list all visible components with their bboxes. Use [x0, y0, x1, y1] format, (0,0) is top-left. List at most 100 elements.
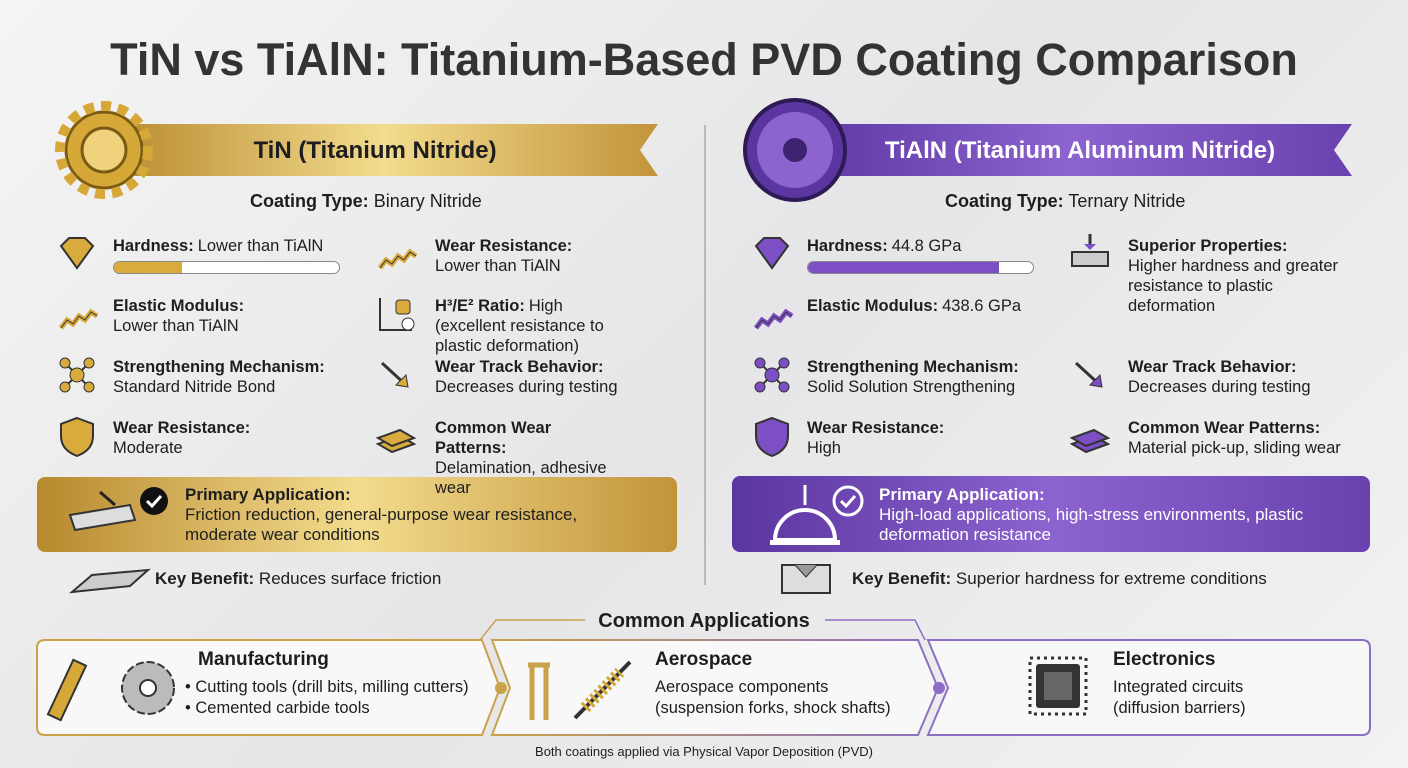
property: Hardness: 44.8 GPa [807, 236, 1047, 256]
icon-part [1071, 251, 1109, 267]
icon-part [394, 373, 409, 388]
text: High-load applications, high-stress envi… [879, 505, 1304, 544]
label: Key Benefit: [155, 569, 255, 588]
coating-type: Coating Type: Binary Nitride [250, 191, 482, 211]
icon-part [1028, 656, 1088, 716]
value: Ternary Nitride [1068, 191, 1186, 211]
icon-part [140, 487, 168, 515]
text: Superior hardness for extreme conditions [955, 569, 1267, 588]
icon-part [60, 311, 98, 329]
primary-application: Primary Application: Friction reduction, … [185, 485, 645, 545]
property-value: Lower than TiAlN [435, 257, 561, 275]
application-line: • Cemented carbide tools [185, 699, 370, 717]
property-value: Delamination, adhesive wear [435, 459, 607, 497]
property-value: Standard Nitride Bond [113, 378, 276, 396]
hardness-fill [808, 262, 1000, 273]
icon-part [839, 494, 857, 509]
icon-part [770, 540, 840, 545]
application-title: Aerospace [655, 649, 753, 670]
property-label: Wear Track Behavior: [435, 358, 604, 376]
icon-part [375, 428, 417, 448]
property-label: Wear Resistance: [113, 419, 251, 437]
value: Binary Nitride [373, 191, 482, 211]
icon-part [783, 138, 807, 162]
property: H³/E² Ratio: High (excellent resistance t… [435, 296, 625, 356]
property-value: 44.8 GPa [891, 237, 962, 255]
dot [495, 682, 507, 694]
icon-part [395, 299, 411, 315]
application-line: (suspension forks, shock shafts) [655, 699, 891, 717]
fork-icon [528, 662, 550, 720]
property-label: Elastic Modulus: [807, 297, 939, 315]
property-value: Material pick-up, sliding wear [1128, 439, 1341, 457]
icon-part [755, 416, 789, 458]
property-label: H³/E² Ratio: [435, 297, 525, 315]
banner-title: TiAlN (Titanium Aluminum Nitride) [884, 137, 1276, 164]
icon-part [46, 658, 88, 722]
primary-application: Primary Application: High-load applicatio… [879, 485, 1319, 545]
property-value: 438.6 GPa [942, 297, 1021, 315]
app-box [490, 639, 940, 736]
icon-part [1088, 373, 1103, 388]
property: Wear Resistance: High [807, 418, 1047, 458]
spring-icon [754, 308, 794, 330]
diamond-icon [59, 237, 95, 270]
icon-part [778, 381, 790, 393]
property: Wear Resistance: Lower than TiAlN [435, 236, 625, 276]
footer: Both coatings applied via Physical Vapor… [535, 744, 873, 759]
property: Wear Track Behavior: Decreases during tes… [1128, 357, 1363, 397]
icon-part [59, 381, 71, 393]
label: Primary Application: [879, 485, 1045, 504]
property-value: Decreases during testing [435, 378, 618, 396]
property: Common Wear Patterns: Material pick-up, s… [1128, 418, 1363, 458]
property-label: Hardness: [807, 237, 888, 255]
property: Strengthening Mechanism: Standard Nitride… [113, 357, 353, 397]
property: Elastic Modulus: 438.6 GPa [807, 296, 1047, 316]
text: Reduces surface friction [258, 569, 442, 588]
nodes-icon [754, 357, 790, 393]
tialn-banner [790, 124, 1352, 176]
property-value: Higher hardness and greater resistance t… [1128, 257, 1339, 315]
application-line: Integrated circuits [1113, 678, 1244, 696]
check-left [140, 487, 168, 515]
icon-part [794, 564, 818, 578]
icon-part [1044, 672, 1072, 700]
icon-part [1069, 428, 1111, 448]
shield-icon [60, 416, 94, 458]
banner-title: TiN (Titanium Nitride) [253, 137, 497, 164]
key-benefit: Key Benefit: Superior hardness for extre… [852, 569, 1267, 589]
icon-part [379, 298, 412, 331]
application-line: • Cutting tools (drill bits, milling cut… [185, 678, 469, 696]
shock-icon [573, 660, 632, 720]
arrow-icon [380, 361, 409, 388]
property: Wear Resistance: Moderate [113, 418, 353, 458]
label: Primary Application: [185, 485, 351, 504]
property-value: Lower than TiAlN [113, 317, 239, 335]
tin-application-box [37, 477, 677, 552]
key-benefit: Key Benefit: Reduces surface friction [155, 569, 441, 589]
icon-part [83, 381, 95, 393]
icon-part [401, 317, 415, 331]
property-label: Superior Properties: [1128, 237, 1288, 255]
drill-icon [46, 658, 88, 722]
gear-icon [55, 101, 153, 199]
property-value: High [807, 439, 841, 457]
icon-part [755, 311, 793, 329]
property-value: Decreases during testing [1128, 378, 1311, 396]
icon-part [772, 508, 838, 542]
tialn-application-box [732, 476, 1370, 552]
icon-part [59, 357, 71, 369]
check-right [832, 485, 864, 517]
dent-icon [781, 564, 831, 594]
turbine-icon [743, 98, 847, 202]
diamond-icon [754, 237, 790, 270]
load-icon [770, 485, 840, 545]
property-value: Solid Solution Strengthening [807, 378, 1016, 396]
property: Wear Track Behavior: Decreases during tes… [435, 357, 625, 397]
arrow-icon [1074, 361, 1103, 388]
application-title: Electronics [1113, 649, 1216, 670]
property-label: Common Wear Patterns: [435, 419, 552, 457]
icon-part [754, 357, 766, 369]
spring-icon [378, 248, 418, 270]
